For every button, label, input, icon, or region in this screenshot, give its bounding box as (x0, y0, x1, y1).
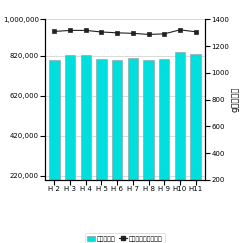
Bar (65, 55, 75, 220)
Y-axis label: t／年: t／年 (0, 93, 1, 106)
Y-axis label: g／人・日: g／人・日 (231, 87, 240, 112)
Bar (190, 54, 201, 220)
一人当りごみ排出量 (53, 30, 56, 33)
一人当りごみ排出量 (147, 33, 150, 36)
一人当りごみ排出量 (116, 31, 119, 34)
Bar (112, 60, 122, 220)
Line: 一人当りごみ排出量: 一人当りごみ排出量 (52, 28, 198, 36)
Legend: ごみ排出量, 一人当りごみ排出量: ごみ排出量, 一人当りごみ排出量 (85, 234, 165, 243)
Bar (81, 55, 91, 220)
一人当りごみ排出量 (194, 30, 197, 33)
一人当りごみ排出量 (163, 32, 166, 35)
一人当りごみ排出量 (68, 29, 71, 32)
Bar (128, 58, 138, 220)
一人当りごみ排出量 (131, 32, 134, 35)
Bar (144, 60, 154, 220)
一人当りごみ排出量 (178, 28, 182, 31)
Bar (175, 52, 185, 220)
Bar (159, 59, 169, 220)
Bar (49, 60, 59, 220)
Bar (96, 59, 106, 220)
一人当りごみ排出量 (84, 29, 87, 32)
一人当りごみ排出量 (100, 31, 103, 34)
